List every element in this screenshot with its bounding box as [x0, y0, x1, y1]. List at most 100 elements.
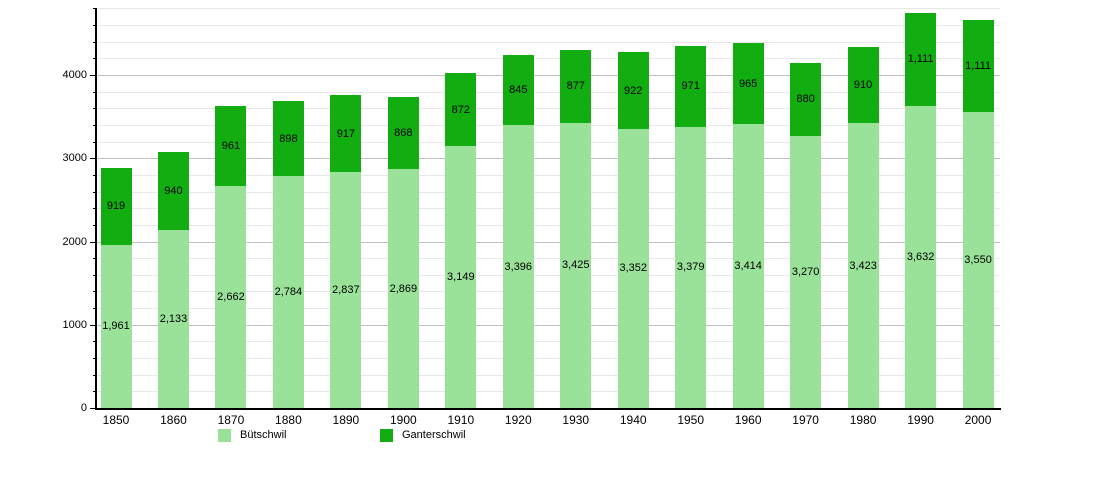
- bar-segment-butschwil: [962, 112, 994, 408]
- value-label: 922: [624, 84, 643, 97]
- bar-segment-ganterschwil: [445, 73, 477, 146]
- value-label: 3,352: [619, 262, 647, 275]
- value-label: 880: [796, 93, 815, 106]
- value-label: 872: [451, 103, 470, 116]
- x-axis-label: 1850: [102, 413, 130, 427]
- value-label: 917: [336, 127, 356, 140]
- x-axis-label: 1940: [619, 413, 647, 427]
- value-label: 965: [738, 77, 758, 90]
- bar-segment-butschwil: [272, 176, 304, 408]
- bar-segment-ganterschwil: [732, 43, 764, 124]
- value-label: 3,425: [561, 259, 590, 272]
- bar-segment-ganterschwil: [215, 106, 247, 187]
- y-axis-label: 3000: [62, 152, 87, 165]
- x-axis-label: 1880: [275, 413, 302, 427]
- bar-segment-butschwil: [675, 126, 707, 408]
- bar-segment-butschwil: [790, 135, 822, 408]
- bar-segment-butschwil: [617, 128, 649, 408]
- x-axis-label: 1980: [849, 413, 877, 427]
- y-axis-label: 2000: [62, 235, 87, 248]
- value-label: 3,149: [447, 270, 475, 283]
- value-label: 1,961: [102, 320, 130, 333]
- bar-segment-butschwil: [560, 122, 592, 408]
- x-axis: [95, 408, 1001, 410]
- y-axis-label: 0: [80, 402, 87, 414]
- bar-segment-butschwil: [847, 123, 879, 408]
- bar-segment-ganterschwil: [675, 45, 707, 127]
- x-axis-label: 1960: [734, 413, 762, 427]
- y-axis-label: 1000: [62, 318, 87, 331]
- bar-segment-ganterschwil: [330, 95, 362, 172]
- value-label: 868: [394, 127, 413, 140]
- x-axis-label: 1870: [217, 413, 245, 427]
- value-label: 3,414: [734, 259, 762, 272]
- bar-segment-ganterschwil: [790, 62, 822, 136]
- bar-segment-ganterschwil: [962, 19, 994, 113]
- x-axis-label: 1910: [447, 413, 475, 427]
- bar-segment-ganterschwil: [905, 13, 937, 106]
- value-label: 3,423: [849, 259, 877, 272]
- value-label: 940: [164, 185, 183, 198]
- value-label: 845: [509, 84, 528, 97]
- legend-swatch-ganterschwil: [380, 428, 393, 442]
- bar-segment-ganterschwil: [387, 96, 419, 170]
- value-label: 3,632: [906, 250, 935, 263]
- y-axis-tick: [90, 158, 97, 160]
- value-label: 3,550: [964, 254, 992, 267]
- x-axis-label: 1890: [332, 413, 360, 427]
- x-axis-label: 2000: [964, 413, 992, 427]
- bar-segment-ganterschwil: [502, 54, 534, 126]
- y-axis-tick: [90, 324, 97, 326]
- value-label: 2,837: [332, 283, 360, 296]
- gridline: [97, 8, 1000, 10]
- x-axis-label: 1930: [562, 413, 590, 427]
- value-label: 898: [279, 132, 298, 145]
- x-axis-label: 1920: [504, 413, 532, 427]
- value-label: 2,133: [159, 313, 188, 326]
- bar-segment-butschwil: [732, 123, 764, 408]
- value-label: 910: [853, 79, 873, 92]
- value-label: 2,869: [389, 282, 418, 295]
- value-label: 3,270: [791, 265, 820, 278]
- x-axis-label: 1970: [792, 413, 819, 427]
- legend-swatch-butschwil: [218, 428, 231, 442]
- bar-segment-butschwil: [215, 186, 247, 408]
- bar-segment-butschwil: [905, 105, 937, 408]
- bar-segment-butschwil: [445, 145, 477, 408]
- value-label: 2,662: [217, 291, 245, 304]
- bar-segment-ganterschwil: [100, 168, 132, 245]
- bar-segment-ganterschwil: [560, 49, 592, 123]
- bar-segment-butschwil: [387, 169, 419, 408]
- value-label: 1,111: [907, 53, 934, 66]
- value-label: 971: [681, 80, 700, 93]
- legend-label-butschwil: Bütschwil: [240, 429, 287, 441]
- bar-segment-butschwil: [502, 125, 534, 408]
- legend-item-ganterschwil: Ganterschwil: [380, 428, 466, 442]
- gridline: [97, 25, 1000, 27]
- value-label: 3,379: [676, 261, 705, 274]
- bar-segment-ganterschwil: [617, 52, 649, 129]
- value-label: 2,784: [274, 286, 303, 299]
- legend-label-ganterschwil: Ganterschwil: [402, 429, 466, 441]
- value-label: 877: [566, 80, 585, 93]
- value-label: 919: [106, 200, 126, 213]
- bar-segment-butschwil: [100, 244, 132, 408]
- y-axis-tick: [90, 75, 97, 76]
- y-axis-tick: [90, 408, 97, 409]
- x-axis-label: 1950: [677, 413, 705, 427]
- bar-segment-ganterschwil: [157, 152, 189, 231]
- value-label: 1,111: [965, 60, 991, 73]
- bar-segment-butschwil: [330, 171, 362, 408]
- x-axis-label: 1860: [160, 413, 187, 427]
- x-axis-label: 1900: [389, 413, 417, 427]
- y-axis: [95, 8, 97, 410]
- value-label: 961: [221, 140, 241, 153]
- gridline: [97, 41, 1000, 43]
- bar-segment-butschwil: [157, 230, 189, 408]
- legend-item-butschwil: Bütschwil: [218, 428, 286, 442]
- y-axis-tick: [90, 241, 97, 243]
- value-label: 3,396: [504, 260, 533, 273]
- bar-segment-ganterschwil: [847, 47, 879, 124]
- x-axis-label: 1990: [907, 413, 934, 427]
